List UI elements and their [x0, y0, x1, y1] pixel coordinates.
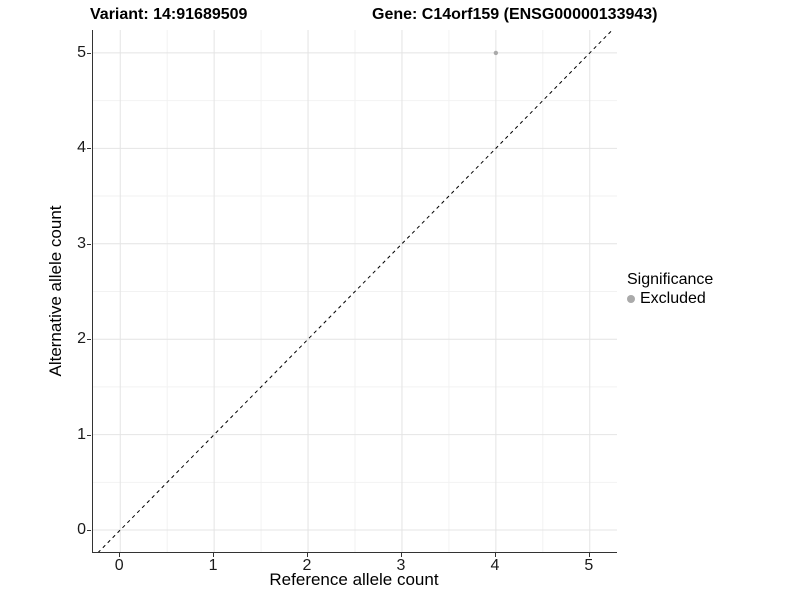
- x-tick-label: 1: [208, 557, 218, 574]
- x-tick-label: 2: [302, 557, 312, 574]
- y-tick-label: 5: [77, 43, 86, 61]
- x-tick-label: 5: [584, 557, 594, 574]
- y-tick-mark: [87, 52, 91, 54]
- y-axis-title: Alternative allele count: [46, 205, 65, 377]
- plot-canvas: [93, 30, 617, 552]
- excluded-point-icon: [627, 295, 635, 303]
- y-tick-label: 2: [77, 330, 86, 348]
- y-tick-mark: [87, 243, 91, 245]
- legend-item-excluded: Excluded: [627, 290, 713, 308]
- x-tick-mark: [213, 553, 215, 557]
- y-tick-label: 4: [77, 139, 86, 157]
- plot-panel: [92, 30, 617, 553]
- y-tick-label: 3: [77, 234, 86, 252]
- x-axis-title: Reference allele count: [269, 570, 439, 589]
- y-tick-mark: [87, 148, 91, 150]
- x-tick-label: 0: [114, 557, 124, 574]
- x-tick-mark: [307, 553, 308, 557]
- x-tick-mark: [119, 553, 121, 557]
- y-tick-mark: [87, 339, 91, 341]
- y-tick-mark: [87, 530, 91, 532]
- plot-title-gene: Gene: C14orf159 (ENSG00000133943): [372, 6, 658, 23]
- x-tick-label: 4: [490, 557, 500, 574]
- x-tick-label: 3: [396, 557, 406, 574]
- legend-title: Significance: [627, 271, 714, 288]
- plot-title-variant: Variant: 14:91689509: [90, 6, 248, 23]
- x-tick-mark: [401, 553, 402, 557]
- y-tick-mark: [87, 434, 91, 436]
- legend-item-label: Excluded: [640, 290, 706, 307]
- data-point: [493, 50, 499, 56]
- y-tick-label: 0: [77, 521, 86, 539]
- x-tick-mark: [588, 553, 590, 557]
- identity-line: [97, 30, 614, 552]
- x-tick-mark: [494, 553, 496, 557]
- y-tick-label: 1: [77, 425, 86, 443]
- legend: Significance Excluded: [627, 271, 713, 308]
